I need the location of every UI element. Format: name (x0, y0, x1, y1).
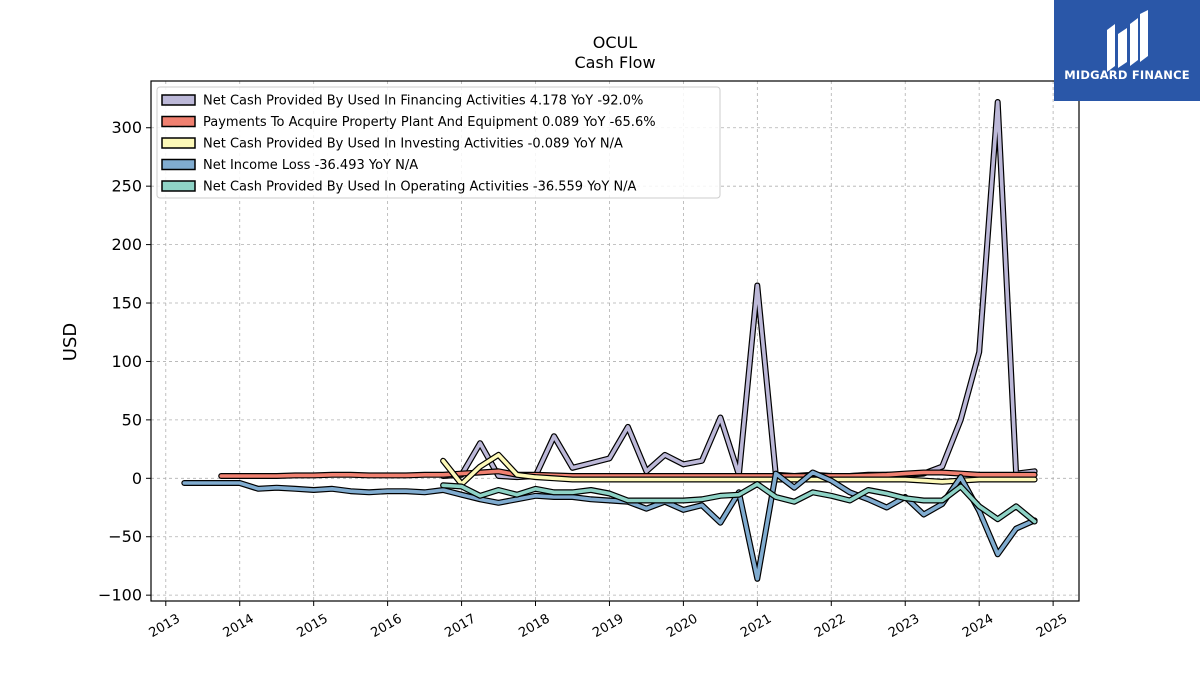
legend-entry: Net Cash Provided By Used In Investing A… (203, 137, 623, 152)
y-tick-label: −100 (98, 586, 142, 605)
x-tick-label: 2020 (664, 611, 700, 641)
series-line-2 (440, 451, 1038, 488)
x-tick-label: 2021 (738, 611, 774, 641)
chart-title: OCUL (593, 33, 637, 52)
y-tick-label: 200 (111, 235, 142, 254)
series-line-1 (218, 468, 1038, 479)
x-tick-label: 2016 (368, 611, 404, 641)
y-tick-label: 300 (111, 118, 142, 137)
legend-entry: Payments To Acquire Property Plant And E… (203, 115, 656, 130)
series-stroke (182, 470, 1037, 581)
x-tick-label: 2013 (147, 611, 183, 641)
legend-swatch (161, 158, 196, 171)
legend-swatch (161, 115, 196, 128)
y-tick-label: −50 (108, 527, 142, 546)
legend-entry: Net Income Loss -36.493 YoY N/A (203, 158, 418, 173)
x-tick-label: 2022 (812, 611, 848, 641)
x-tick-label: 2018 (516, 611, 552, 641)
legend-swatch (161, 180, 196, 192)
series-line-4 (440, 481, 1038, 525)
legend: Net Cash Provided By Used In Financing A… (156, 86, 721, 199)
x-tick-label: 2017 (442, 611, 478, 641)
legend-entry: Net Cash Provided By Used In Financing A… (203, 94, 643, 109)
brand-mark-icon (1107, 10, 1148, 72)
brand-logo: MIDGARD FINANCE (1054, 0, 1200, 101)
plot-area-frame (150, 80, 1080, 602)
y-tick-label: 0 (132, 469, 142, 488)
series-stroke (219, 469, 1037, 478)
y-axis-label: USD (60, 323, 81, 361)
x-tick-label: 2015 (295, 611, 331, 641)
y-tick-label: 100 (111, 352, 142, 371)
series-lines (181, 99, 1038, 582)
x-tick-label: 2014 (221, 611, 257, 641)
x-tick-label: 2025 (1034, 611, 1070, 641)
legend-entry: Net Cash Provided By Used In Operating A… (203, 180, 637, 195)
y-tick-label: 250 (111, 177, 142, 196)
y-tick-label: 150 (111, 294, 142, 313)
x-tick-label: 2023 (886, 611, 922, 641)
series-stroke (441, 453, 1037, 486)
legend-box (156, 86, 721, 199)
series-stroke (441, 482, 1037, 524)
x-tick-label: 2024 (960, 611, 996, 641)
legend-swatch (161, 137, 196, 149)
x-tick-label: 2019 (590, 611, 626, 641)
series-line-3 (181, 469, 1038, 582)
y-tick-label: 50 (122, 410, 142, 429)
brand-name: MIDGARD FINANCE (1064, 68, 1190, 82)
chart-subtitle: Cash Flow (574, 53, 655, 72)
legend-swatch (161, 94, 196, 106)
